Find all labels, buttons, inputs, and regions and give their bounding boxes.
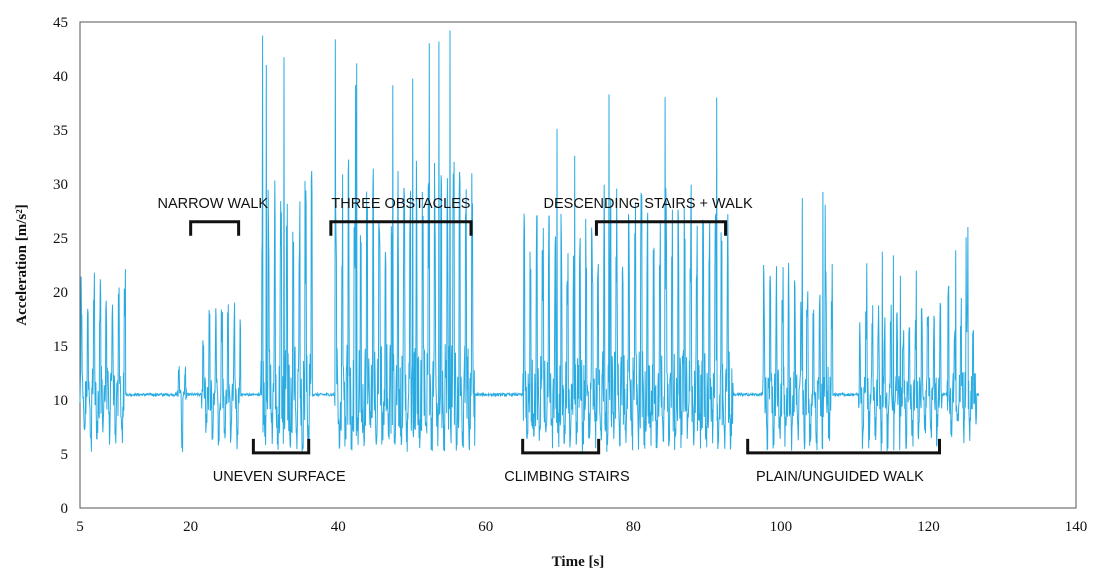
x-tick-label: 100 — [770, 519, 793, 535]
y-tick-label: 25 — [53, 231, 68, 247]
annotation-bracket — [594, 220, 728, 236]
x-tick-label: 40 — [331, 519, 346, 535]
y-tick-label: 40 — [53, 69, 68, 85]
annotation-bracket — [251, 438, 311, 455]
annotation-label: NARROW WALK — [157, 196, 268, 212]
x-tick-label: 120 — [917, 519, 940, 535]
y-tick-label: 10 — [53, 393, 68, 409]
x-tick-label: 80 — [626, 519, 641, 535]
y-tick-label: 20 — [53, 285, 68, 301]
annotation-label: PLAIN/UNGUIDED WALK — [756, 469, 924, 485]
annotation-label: UNEVEN SURFACE — [213, 469, 346, 485]
annotation-bracket — [189, 220, 241, 236]
x-tick-label: 140 — [1065, 519, 1088, 535]
plot-area — [79, 21, 1077, 509]
annotation-label: CLIMBING STAIRS — [504, 469, 629, 485]
annotation-label: THREE OBSTACLES — [331, 196, 470, 212]
y-tick-labels: 0 5 10 15 20 25 30 35 40 45 — [53, 15, 68, 517]
y-axis-label: Acceleration [m/s²] — [14, 204, 30, 326]
signal-layer — [79, 30, 980, 452]
annotation-bracket — [746, 438, 942, 455]
x-axis-label: Time [s] — [552, 554, 605, 570]
acceleration-series-line — [79, 30, 980, 452]
x-tick-label: 60 — [478, 519, 493, 535]
x-tick-labels: 5 20 40 60 80 100 120 140 — [76, 519, 1087, 535]
y-tick-label: 35 — [53, 123, 68, 139]
annotation-label: DESCENDING STAIRS + WALK — [544, 196, 753, 212]
x-tick-label: 5 — [76, 519, 84, 535]
y-tick-label: 30 — [53, 177, 68, 193]
x-tick-label: 20 — [183, 519, 198, 535]
y-tick-label: 0 — [61, 501, 69, 517]
y-tick-label: 15 — [53, 339, 68, 355]
y-tick-label: 5 — [61, 447, 69, 463]
y-tick-label: 45 — [53, 15, 68, 31]
annotation-bracket — [521, 438, 601, 455]
annotation-layer: NARROW WALK THREE OBSTACLES DESCENDING STA… — [157, 196, 942, 485]
annotation-bracket — [329, 220, 473, 236]
